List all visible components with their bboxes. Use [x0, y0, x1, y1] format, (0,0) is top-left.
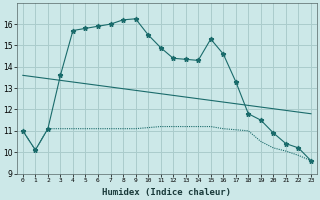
X-axis label: Humidex (Indice chaleur): Humidex (Indice chaleur) — [102, 188, 231, 197]
